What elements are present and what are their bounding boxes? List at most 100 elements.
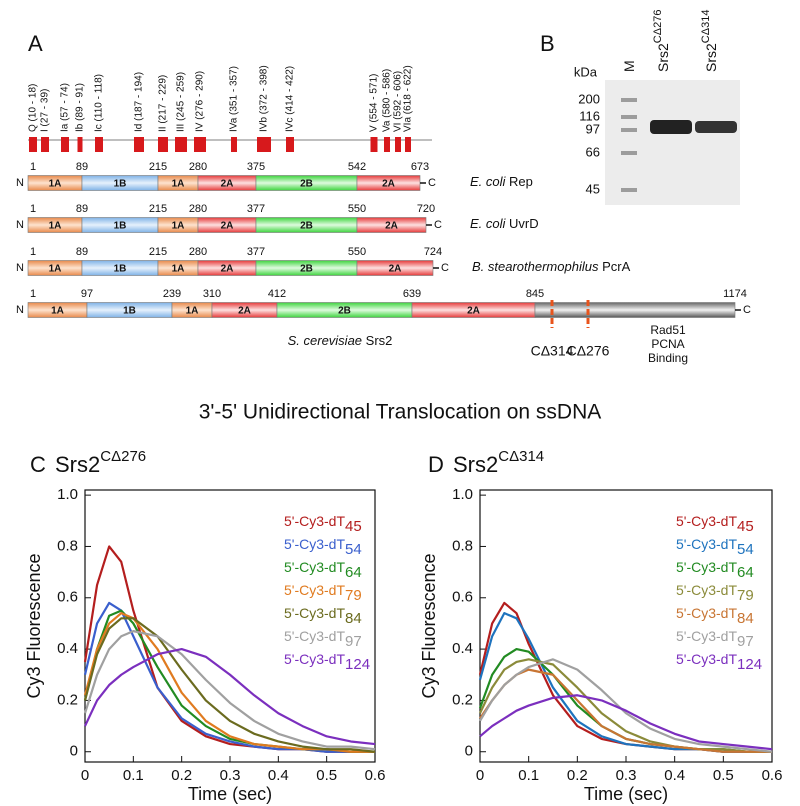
marker-label: 116 bbox=[579, 108, 600, 123]
terminal-label: N bbox=[16, 262, 24, 274]
x-tick-label: 0.3 bbox=[616, 767, 637, 784]
domain-label: 1B bbox=[114, 179, 127, 190]
motif-label: VIa (618 - 622) bbox=[403, 65, 414, 132]
species: E. coli bbox=[470, 174, 507, 189]
lane-superscript: CΔ276 bbox=[652, 10, 664, 44]
residue-number: 550 bbox=[348, 246, 366, 258]
x-tick-label: 0.6 bbox=[365, 767, 386, 784]
lane-superscript: CΔ314 bbox=[700, 10, 712, 44]
terminal-label: C bbox=[434, 219, 442, 231]
legend-entry: 5'-Cy3-dT84 bbox=[676, 605, 754, 627]
legend-entry: 5'-Cy3-dT45 bbox=[284, 513, 362, 535]
motif-label: IVb (372 - 398) bbox=[259, 65, 270, 132]
motif-bar bbox=[384, 137, 390, 152]
motif-label: V (554 - 571) bbox=[369, 74, 380, 132]
y-axis-label: Cy3 Fluorescence bbox=[24, 553, 44, 698]
motif-label: III (245 - 259) bbox=[176, 72, 187, 132]
residue-number: 310 bbox=[203, 288, 221, 300]
residue-number: 89 bbox=[76, 246, 88, 258]
domain-label: 2A bbox=[221, 179, 234, 190]
domain-label: 2A bbox=[221, 221, 234, 232]
y-tick-label: 0.8 bbox=[57, 537, 78, 554]
motif-label: I (27 - 39) bbox=[40, 89, 51, 132]
protein-name: B. stearothermophilus PcrA bbox=[472, 259, 631, 274]
motif-label: Ib (89 - 91) bbox=[75, 83, 86, 132]
y-tick-label: 0 bbox=[465, 743, 473, 760]
species: E. coli bbox=[470, 216, 507, 231]
protein-name: S. cerevisiae Srs2 bbox=[288, 333, 393, 348]
legend-subscript: 97 bbox=[737, 633, 754, 650]
legend-name: 5'-Cy3-dT bbox=[284, 605, 345, 621]
lane-name: Srs2 bbox=[655, 43, 671, 72]
domain-label: 1B bbox=[114, 264, 127, 275]
series-line bbox=[83, 601, 375, 753]
domain-label: 1A bbox=[49, 264, 62, 275]
residue-number: 215 bbox=[149, 161, 167, 173]
residue-number: 550 bbox=[348, 203, 366, 215]
motif-bar bbox=[41, 137, 49, 152]
motif-bar bbox=[77, 137, 83, 152]
domain-label: 2B bbox=[300, 264, 313, 275]
residue-number: 412 bbox=[268, 288, 286, 300]
residue-number: 89 bbox=[76, 161, 88, 173]
terminal-label: N bbox=[16, 177, 24, 189]
motif-label: II (217 - 229) bbox=[158, 75, 169, 132]
lane-label: Srs2CΔ276 bbox=[652, 10, 671, 72]
legend-entry: 5'-Cy3-dT97 bbox=[284, 628, 362, 650]
legend-subscript: 84 bbox=[737, 610, 754, 627]
series-line bbox=[479, 658, 772, 753]
legend-name: 5'-Cy3-dT bbox=[676, 582, 737, 598]
title-superscript: CΔ314 bbox=[498, 448, 544, 465]
protein: Srs2 bbox=[366, 333, 393, 348]
motif-bar bbox=[395, 137, 401, 152]
legend-name: 5'-Cy3-dT bbox=[676, 536, 737, 552]
series-line bbox=[83, 617, 376, 753]
residue-number: 724 bbox=[424, 246, 442, 258]
motif-bar bbox=[29, 137, 37, 152]
y-tick-label: 0.8 bbox=[452, 537, 473, 554]
motif-bar bbox=[231, 137, 237, 152]
lane-label: M bbox=[621, 60, 637, 72]
domain-label: 2A bbox=[385, 221, 398, 232]
residue-number: 280 bbox=[189, 203, 207, 215]
marker-band bbox=[621, 151, 637, 155]
legend-subscript: 97 bbox=[345, 633, 362, 650]
terminal-label: C bbox=[428, 177, 436, 189]
legend-name: 5'-Cy3-dT bbox=[284, 559, 345, 575]
domain-label: 2A bbox=[221, 264, 234, 275]
legend-subscript: 45 bbox=[737, 518, 754, 535]
domain-label: 1A bbox=[49, 221, 62, 232]
series-line bbox=[83, 630, 376, 751]
marker-label: 97 bbox=[586, 121, 600, 136]
legend-entry: 5'-Cy3-dT64 bbox=[676, 559, 754, 581]
legend-subscript: 45 bbox=[345, 518, 362, 535]
residue-number: 215 bbox=[149, 246, 167, 258]
panel-label: A bbox=[28, 31, 43, 56]
domain-label: 1A bbox=[172, 221, 185, 232]
legend-entry: 5'-Cy3-dT124 bbox=[676, 651, 762, 673]
motif-bar bbox=[405, 137, 411, 152]
legend-entry: 5'-Cy3-dT124 bbox=[284, 651, 370, 673]
heading: 3'-5' Unidirectional Translocation on ss… bbox=[199, 401, 602, 424]
legend-name: 5'-Cy3-dT bbox=[284, 651, 345, 667]
marker-band bbox=[621, 128, 637, 132]
terminal-label: C bbox=[743, 304, 751, 316]
x-tick-label: 0.2 bbox=[567, 767, 588, 784]
residue-number: 1 bbox=[30, 246, 36, 258]
residue-number: 215 bbox=[149, 203, 167, 215]
plot-frame bbox=[479, 489, 773, 763]
binding-label: PCNA bbox=[651, 337, 684, 351]
x-axis-label: Time (sec) bbox=[188, 784, 272, 804]
motif-label: Va (580 - 586) bbox=[382, 69, 393, 132]
domain-label: 2A bbox=[382, 179, 395, 190]
lane-name: Srs2 bbox=[703, 43, 719, 72]
x-tick-label: 0.4 bbox=[664, 767, 685, 784]
domain-label: 2B bbox=[300, 221, 313, 232]
motif-bar bbox=[158, 137, 168, 152]
legend-subscript: 124 bbox=[345, 656, 370, 673]
domain-label: 1B bbox=[123, 306, 136, 317]
domain-label: 1A bbox=[172, 179, 185, 190]
legend-name: 5'-Cy3-dT bbox=[284, 536, 345, 552]
legend-name: 5'-Cy3-dT bbox=[676, 605, 737, 621]
title-main: Srs2 bbox=[453, 452, 498, 477]
